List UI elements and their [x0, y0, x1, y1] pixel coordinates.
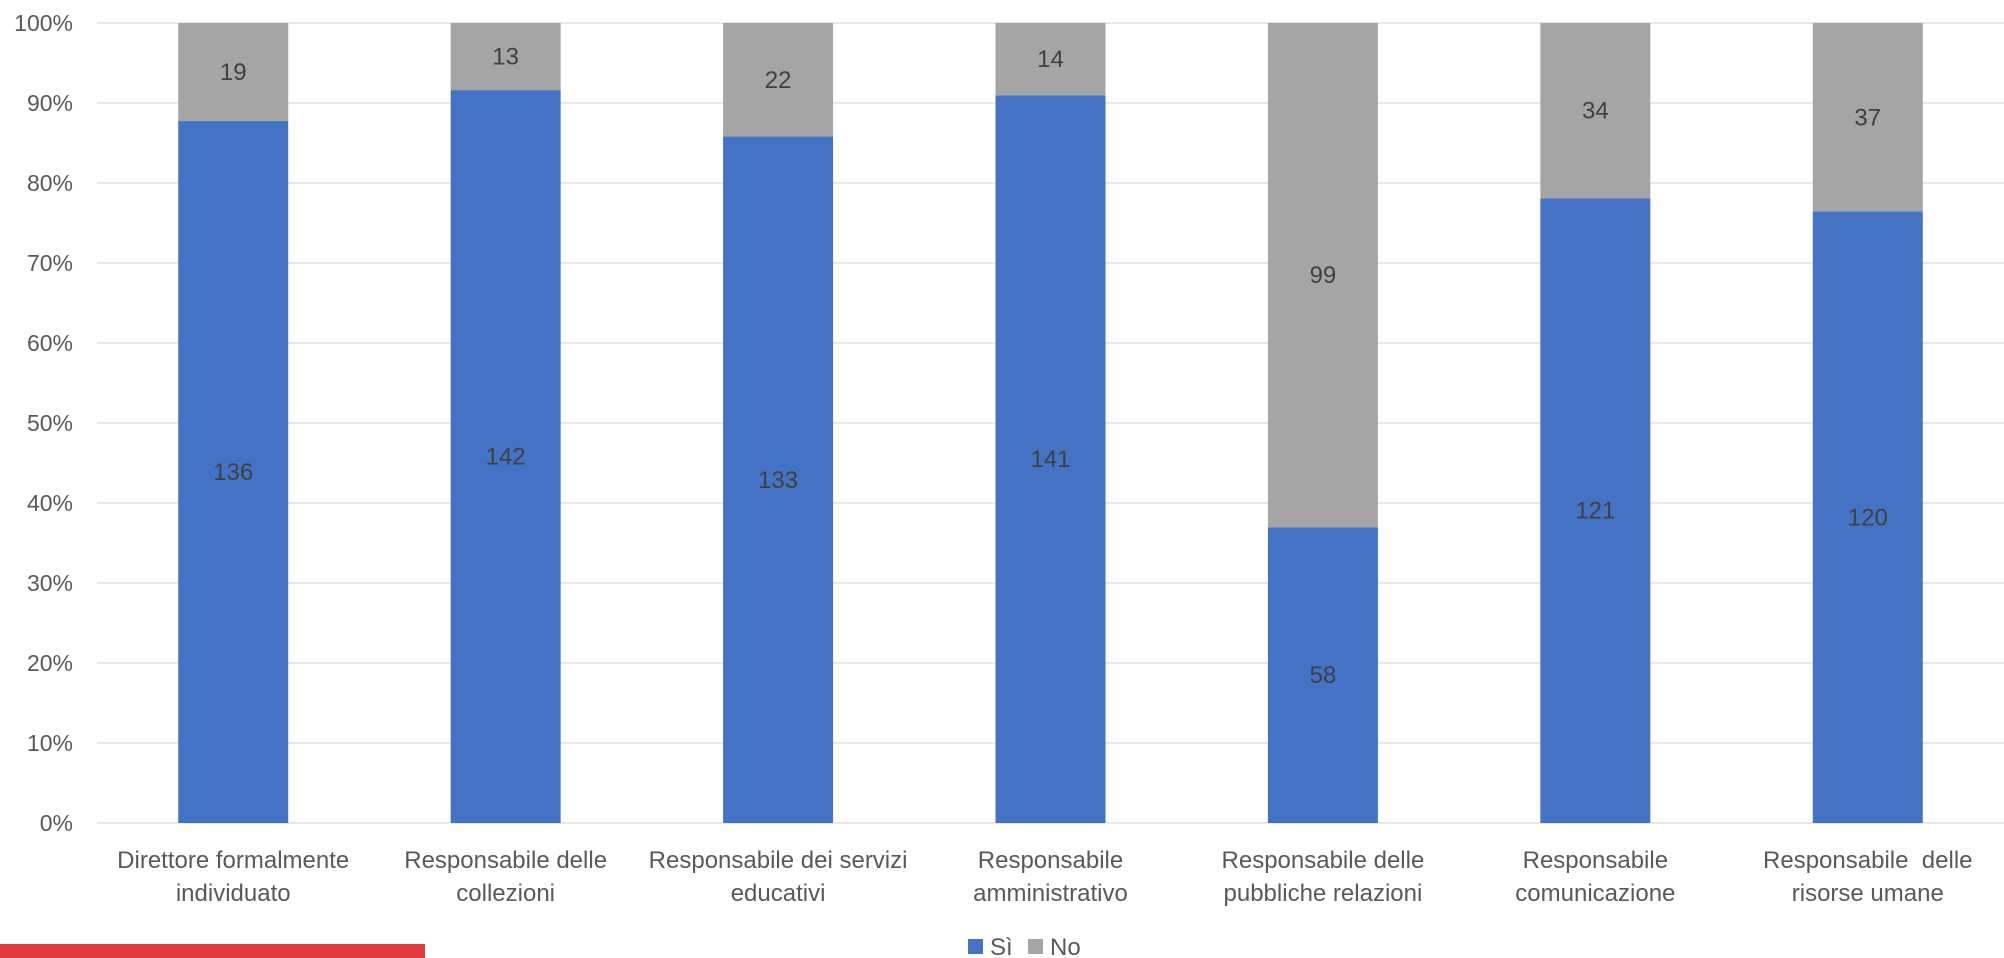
- bar-segment-no: [178, 23, 289, 122]
- data-label: 13: [492, 44, 519, 71]
- x-category-label: educativi: [731, 880, 826, 907]
- legend-swatch: [968, 939, 983, 954]
- y-tick-label: 20%: [27, 650, 73, 676]
- data-label: 141: [1030, 446, 1070, 473]
- bar-segment-no: [1812, 23, 1923, 212]
- bar-segment-no: [450, 23, 561, 91]
- data-label: 14: [1037, 46, 1064, 73]
- bar-segment-no: [1540, 23, 1651, 199]
- bar-segment-si: [995, 95, 1106, 824]
- bar-segment-no: [995, 23, 1106, 96]
- data-label: 22: [765, 67, 792, 94]
- x-category-label: comunicazione: [1515, 880, 1675, 907]
- bar-segment-si: [1267, 527, 1378, 823]
- legend: Sì No: [968, 934, 1081, 958]
- bar-segment-si: [723, 136, 834, 823]
- data-label: 136: [213, 459, 253, 486]
- x-category-label: pubbliche relazioni: [1224, 880, 1423, 907]
- y-tick-label: 80%: [27, 170, 73, 196]
- bar-segment-no: [723, 23, 834, 137]
- y-tick-label: 30%: [27, 570, 73, 596]
- accent-bar: [0, 944, 425, 958]
- x-category-label: Responsabile delle: [1763, 847, 1972, 874]
- y-tick-label: 60%: [27, 330, 73, 356]
- y-tick-label: 100%: [14, 10, 73, 36]
- y-axis-ticks: 0% 10% 20% 30% 40% 50% 60% 70% 80% 90% 100%: [14, 10, 73, 836]
- x-category-label: Responsabile dei servizi: [649, 847, 908, 874]
- data-label: 99: [1310, 262, 1337, 289]
- y-tick-label: 90%: [27, 90, 73, 116]
- bar-segment-si: [1540, 198, 1651, 823]
- x-category-label: risorse umane: [1792, 880, 1944, 907]
- x-category-label: Responsabile: [1523, 847, 1668, 874]
- legend-label: No: [1050, 934, 1081, 958]
- y-tick-label: 50%: [27, 410, 73, 436]
- data-label: 142: [486, 444, 526, 471]
- bar-segment-si: [178, 121, 289, 823]
- y-tick-label: 40%: [27, 490, 73, 516]
- bar-segment-no: [1267, 23, 1378, 528]
- x-category-label: collezioni: [456, 880, 555, 907]
- y-tick-label: 0%: [40, 810, 73, 836]
- y-tick-label: 10%: [27, 730, 73, 756]
- x-axis-categories: Direttore formalmente individuato Responsa…: [117, 847, 1972, 907]
- data-label: 37: [1854, 104, 1881, 131]
- legend-swatch: [1028, 939, 1043, 954]
- x-category-label: Responsabile delle: [404, 847, 607, 874]
- y-tick-label: 70%: [27, 250, 73, 276]
- data-label: 121: [1575, 498, 1615, 525]
- x-category-label: Responsabile: [978, 847, 1123, 874]
- data-label: 120: [1848, 504, 1888, 531]
- x-category-label: amministrativo: [973, 880, 1128, 907]
- bars: 136 19 142 13 133 22 141 14 58 99 121 34 120 37: [178, 23, 1923, 824]
- data-label: 34: [1582, 98, 1609, 125]
- legend-label: Sì: [990, 934, 1013, 958]
- x-category-label: Responsabile delle: [1222, 847, 1425, 874]
- bar-segment-si: [450, 90, 561, 823]
- data-label: 19: [220, 59, 247, 86]
- data-label: 58: [1310, 662, 1337, 689]
- x-category-label: individuato: [176, 880, 291, 907]
- bar-segment-si: [1812, 211, 1923, 823]
- x-category-label: Direttore formalmente: [117, 847, 349, 874]
- data-label: 133: [758, 467, 798, 494]
